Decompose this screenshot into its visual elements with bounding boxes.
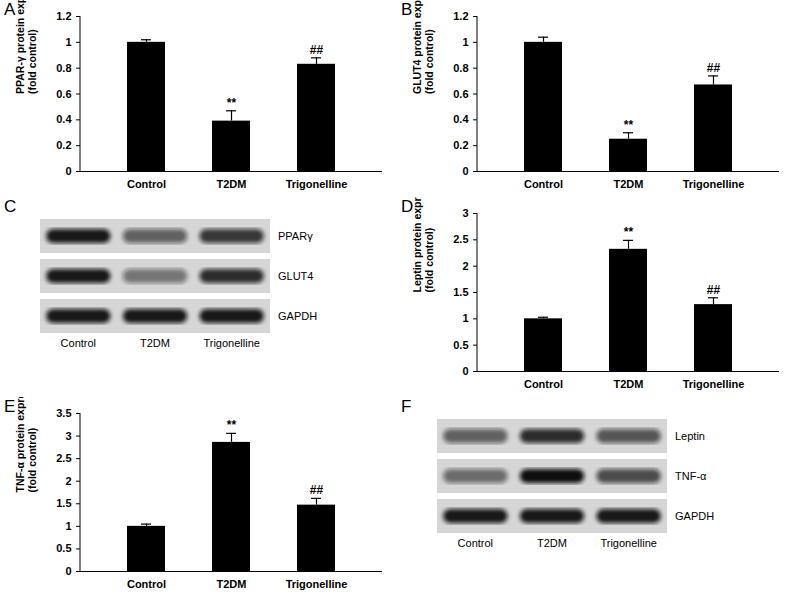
svg-text:Control: Control <box>127 178 166 190</box>
svg-text:Trigonelline: Trigonelline <box>683 378 745 390</box>
svg-text:0.5: 0.5 <box>453 339 468 351</box>
svg-text:0: 0 <box>65 565 71 577</box>
svg-text:GLUT4: GLUT4 <box>278 270 313 282</box>
svg-text:GAPDH: GAPDH <box>278 310 317 322</box>
svg-text:3.5: 3.5 <box>56 407 71 419</box>
svg-text:1.5: 1.5 <box>453 286 468 298</box>
svg-text:2.5: 2.5 <box>453 233 468 245</box>
svg-text:0.8: 0.8 <box>453 62 468 74</box>
html-text:D: D <box>401 197 414 216</box>
svg-text:1.2: 1.2 <box>453 10 468 22</box>
svg-text:**: ** <box>624 225 634 239</box>
svg-text:1: 1 <box>65 520 71 532</box>
svg-text:1: 1 <box>462 312 468 324</box>
svg-text:0.2: 0.2 <box>56 139 71 151</box>
svg-text:3: 3 <box>462 207 468 219</box>
svg-text:0.2: 0.2 <box>453 139 468 151</box>
svg-text:3: 3 <box>65 430 71 442</box>
svg-text:0.6: 0.6 <box>56 88 71 100</box>
svg-text:0.4: 0.4 <box>453 113 469 125</box>
svg-text:Trigonelline: Trigonelline <box>286 578 348 590</box>
svg-text:**: ** <box>227 96 237 110</box>
svg-text:Trigonelline: Trigonelline <box>683 178 745 190</box>
svg-text:##: ## <box>310 483 324 497</box>
svg-text:1.5: 1.5 <box>56 497 71 509</box>
svg-text:0: 0 <box>462 365 468 377</box>
html-text:A: A <box>4 0 16 19</box>
svg-text:0.5: 0.5 <box>56 542 71 554</box>
svg-text:GAPDH: GAPDH <box>675 510 714 522</box>
svg-text:PPAR-γ protein expression(fold: PPAR-γ protein expression(fold control) <box>14 0 38 94</box>
svg-text:1.2: 1.2 <box>56 10 71 22</box>
svg-text:Leptin protein expression(fold: Leptin protein expression(fold control) <box>411 197 435 293</box>
svg-text:0.4: 0.4 <box>56 113 72 125</box>
svg-text:T2DM: T2DM <box>614 378 644 390</box>
svg-text:T2DM: T2DM <box>217 178 247 190</box>
svg-text:0: 0 <box>65 165 71 177</box>
svg-text:T2DM: T2DM <box>140 337 170 349</box>
svg-text:Control: Control <box>127 578 166 590</box>
svg-text:T2DM: T2DM <box>614 178 644 190</box>
svg-text:TNF-α protein expression(fold: TNF-α protein expression(fold control) <box>14 397 38 493</box>
svg-text:Trigonelline: Trigonelline <box>286 178 348 190</box>
svg-text:**: ** <box>624 118 634 132</box>
svg-text:Control: Control <box>524 378 563 390</box>
svg-text:2: 2 <box>65 475 71 487</box>
svg-text:Trigonelline: Trigonelline <box>203 337 259 349</box>
svg-text:Control: Control <box>524 178 563 190</box>
svg-text:**: ** <box>227 418 237 432</box>
html-text:B: B <box>401 0 413 19</box>
html-text:C: C <box>4 197 17 216</box>
svg-text:T2DM: T2DM <box>537 537 567 549</box>
svg-text:2.5: 2.5 <box>56 452 71 464</box>
svg-text:T2DM: T2DM <box>217 578 247 590</box>
svg-text:1: 1 <box>462 36 468 48</box>
svg-text:Control: Control <box>61 337 96 349</box>
svg-text:0.8: 0.8 <box>56 62 71 74</box>
html-text:F: F <box>401 397 412 416</box>
svg-text:GLUT4 protein expression(fold: GLUT4 protein expression(fold control) <box>411 0 435 94</box>
svg-text:1: 1 <box>65 36 71 48</box>
svg-text:2: 2 <box>462 260 468 272</box>
svg-text:TNF-α: TNF-α <box>675 470 707 482</box>
html-text:E: E <box>4 397 16 416</box>
svg-text:Control: Control <box>458 537 493 549</box>
svg-text:Leptin: Leptin <box>675 430 705 442</box>
svg-text:##: ## <box>707 283 721 297</box>
svg-text:Trigonelline: Trigonelline <box>600 537 656 549</box>
svg-text:0.6: 0.6 <box>453 88 468 100</box>
svg-text:##: ## <box>310 43 324 57</box>
svg-text:0: 0 <box>462 165 468 177</box>
svg-text:##: ## <box>707 61 721 75</box>
svg-text:PPARγ: PPARγ <box>278 230 313 242</box>
